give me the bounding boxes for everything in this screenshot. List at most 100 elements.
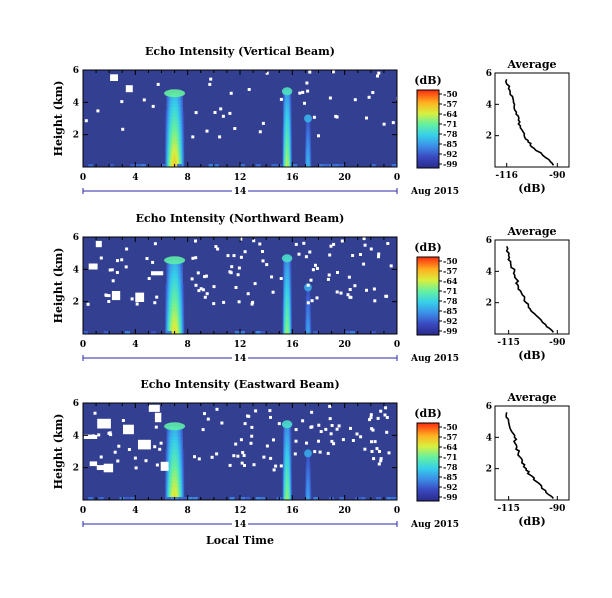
plume-cell-0 (167, 436, 170, 440)
colorbar-tick-label: -57 (443, 266, 457, 276)
plume-cell-0 (168, 483, 171, 487)
plume-cell-0 (178, 443, 180, 447)
plume-cell-0 (165, 160, 167, 164)
plume-cell-0 (171, 489, 173, 494)
plume-cell-1 (290, 111, 292, 116)
plume-cell-1 (283, 136, 284, 140)
plume-cell-0 (179, 459, 181, 464)
plume-cell-1 (285, 156, 287, 161)
plume-cell-2 (305, 142, 307, 146)
plume-cell-1 (284, 118, 286, 123)
plume-cell-1 (289, 125, 291, 130)
profile-title: Average (506, 58, 556, 71)
plume-cell-0 (169, 313, 172, 318)
plume-cell-0 (181, 466, 184, 471)
plume-cell-0 (175, 317, 178, 321)
colorbar-tick-label: -71 (443, 286, 457, 296)
plume-cell-2 (305, 317, 307, 320)
missing-data (250, 434, 254, 438)
plume-cell-1 (284, 493, 286, 497)
plume-cell-1 (285, 479, 287, 484)
plume-cell-2 (310, 155, 312, 159)
plume-cell-2 (309, 302, 311, 305)
plume-cell-0 (165, 323, 167, 328)
colorbar-tick-label: -99 (443, 326, 458, 336)
plume-cell-1 (285, 160, 287, 164)
plume-cell-0 (182, 479, 185, 484)
y-tick-label: 2 (73, 298, 79, 308)
plume-cell-2 (309, 464, 311, 467)
plume-cell-2 (310, 321, 311, 324)
plume-cell-1 (285, 98, 287, 102)
plume-cell-0 (169, 136, 172, 141)
plume-cell-2 (309, 312, 311, 316)
plume-cell-0 (176, 320, 179, 325)
plume-cell-0 (166, 99, 168, 104)
plume-cell-0 (180, 330, 182, 335)
plume-cell-2 (306, 144, 308, 148)
plume-cell-2 (306, 295, 308, 299)
plume-cell-0 (182, 300, 185, 305)
plume-cell-0 (168, 263, 171, 268)
plume-cell-1 (283, 320, 285, 324)
plume-cell-2 (307, 158, 308, 161)
plume-cell-0 (179, 429, 181, 434)
plume-cell-2 (305, 300, 307, 303)
plume-cell-1 (286, 153, 288, 157)
plume-cell-2 (306, 480, 308, 484)
plume-cell-2 (305, 485, 307, 488)
plume-cell-1 (289, 278, 291, 283)
plume-cell-2 (310, 164, 312, 168)
missing-data (232, 454, 236, 458)
plume-cell-1 (284, 153, 286, 157)
plume-cell-0 (178, 473, 180, 477)
plume-cell-1 (285, 115, 287, 120)
missing-data (194, 283, 198, 287)
plume-cell-0 (181, 156, 184, 161)
plume-cell-1 (290, 122, 292, 127)
plume-cell-1 (282, 327, 284, 331)
plume-cell-0 (167, 453, 170, 457)
plume-cell-0 (182, 283, 185, 288)
plume-cell-2 (305, 308, 307, 312)
plume-cell-2 (305, 485, 307, 488)
plume-cell-2 (308, 489, 309, 492)
plume-cell-2 (308, 457, 310, 461)
plume-cell-2 (310, 319, 311, 322)
plume-cell-0 (182, 483, 185, 487)
plume-cell-1 (290, 316, 291, 321)
chart-title: Echo Intensity (Vertical Beam) (145, 45, 335, 58)
plume-cell-2 (309, 474, 311, 478)
plume-cell-2 (308, 485, 310, 488)
missing-data (305, 81, 309, 85)
plume-cell-1 (288, 118, 290, 123)
plume-cell-2 (306, 470, 308, 473)
plume-cell-1 (288, 455, 290, 460)
plume-cell-2 (308, 291, 310, 295)
plume-cell-2 (309, 131, 311, 135)
plume-cell-2 (306, 158, 308, 161)
plume-cell-2 (308, 312, 310, 316)
plume-cell-0 (174, 133, 177, 138)
plume-cell-0 (165, 459, 167, 464)
plume-cell-2 (309, 158, 311, 161)
missing-data (371, 91, 375, 94)
plume-cell-1 (285, 278, 287, 283)
plume-cell-0 (178, 459, 180, 464)
plume-cell-1 (284, 327, 286, 331)
plume-cell-2 (308, 308, 310, 312)
plume-cell-1 (286, 327, 288, 331)
plume-cell-1 (283, 438, 284, 442)
plume-cell-2 (308, 470, 309, 473)
plume-cell-0 (173, 463, 175, 467)
plume-cell-0 (182, 463, 185, 467)
plume-cell-1 (285, 309, 287, 314)
plume-cell-2 (310, 478, 311, 482)
plume-cell-1 (287, 129, 289, 133)
plume-cell-1 (285, 323, 287, 328)
plume-cell-2 (307, 321, 309, 324)
plume-cell-2 (305, 464, 307, 467)
plume-cell-1 (285, 458, 287, 463)
plume-cell-1 (285, 94, 287, 99)
plume-cell-2 (307, 319, 309, 322)
